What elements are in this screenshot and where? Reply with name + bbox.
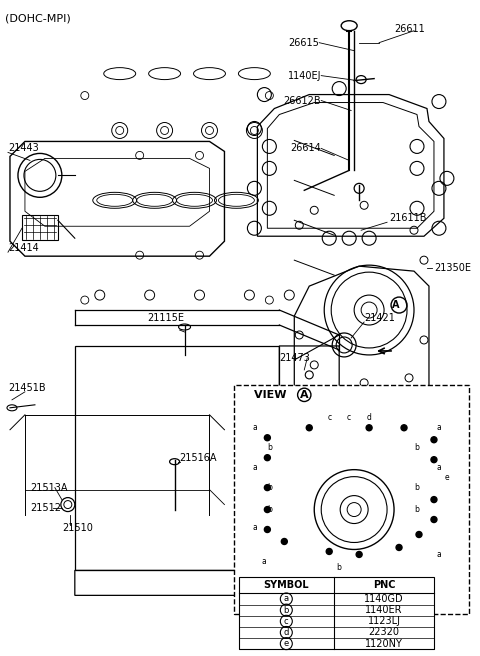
Text: a: a xyxy=(284,594,289,604)
Text: 26612B: 26612B xyxy=(284,96,321,106)
Circle shape xyxy=(366,425,372,431)
Text: A: A xyxy=(300,390,309,400)
Bar xyxy=(22,215,58,240)
Circle shape xyxy=(264,435,270,441)
Text: 1140GD: 1140GD xyxy=(364,594,404,604)
Text: 21350E: 21350E xyxy=(434,263,471,273)
Text: b: b xyxy=(415,483,420,492)
Text: SYMBOL: SYMBOL xyxy=(264,581,309,590)
Circle shape xyxy=(264,506,270,512)
Circle shape xyxy=(264,485,270,491)
Text: a: a xyxy=(437,550,441,559)
Circle shape xyxy=(306,425,312,431)
Text: 22320: 22320 xyxy=(369,628,399,638)
Text: a: a xyxy=(252,523,257,532)
Text: e: e xyxy=(284,639,289,648)
Text: b: b xyxy=(415,505,420,514)
Text: 21473: 21473 xyxy=(279,353,310,363)
Circle shape xyxy=(431,497,437,502)
Text: 1120NY: 1120NY xyxy=(365,639,403,649)
Text: b: b xyxy=(267,483,272,492)
Text: 21510: 21510 xyxy=(62,523,93,533)
Circle shape xyxy=(431,516,437,523)
Text: 21414: 21414 xyxy=(8,243,39,253)
Circle shape xyxy=(356,552,362,558)
Text: b: b xyxy=(337,563,342,572)
Text: 26615: 26615 xyxy=(288,37,319,48)
Text: a: a xyxy=(262,557,267,566)
Circle shape xyxy=(431,437,437,443)
Text: 1140ER: 1140ER xyxy=(365,605,403,615)
Text: 21611B: 21611B xyxy=(389,213,427,223)
Text: 1140EJ: 1140EJ xyxy=(288,71,321,81)
Text: 21516A: 21516A xyxy=(180,453,217,462)
Text: d: d xyxy=(367,413,372,422)
Text: 26611: 26611 xyxy=(394,24,425,33)
Circle shape xyxy=(326,548,332,554)
Circle shape xyxy=(264,527,270,533)
Text: 21421: 21421 xyxy=(364,313,395,323)
Text: a: a xyxy=(437,423,441,432)
Text: VIEW: VIEW xyxy=(254,390,291,400)
Text: b: b xyxy=(267,505,272,514)
Circle shape xyxy=(281,539,288,544)
Text: 21443: 21443 xyxy=(8,144,39,154)
Text: 21115E: 21115E xyxy=(148,313,185,323)
Circle shape xyxy=(264,455,270,461)
Text: a: a xyxy=(437,463,441,472)
Circle shape xyxy=(431,457,437,462)
Text: d: d xyxy=(284,628,289,637)
Text: (DOHC-MPI): (DOHC-MPI) xyxy=(5,14,71,24)
Text: b: b xyxy=(415,443,420,452)
Text: PNC: PNC xyxy=(373,581,396,590)
Text: a: a xyxy=(252,463,257,472)
Text: 1123LJ: 1123LJ xyxy=(368,616,401,626)
Text: c: c xyxy=(327,413,331,422)
Text: A: A xyxy=(392,300,400,310)
Bar xyxy=(240,577,434,649)
Text: 21512: 21512 xyxy=(30,502,61,512)
Text: b: b xyxy=(267,443,272,452)
Text: 26614: 26614 xyxy=(290,144,321,154)
Circle shape xyxy=(396,544,402,550)
Circle shape xyxy=(416,531,422,537)
Text: c: c xyxy=(347,413,351,422)
Text: 21451B: 21451B xyxy=(8,383,46,393)
Text: 21513A: 21513A xyxy=(30,483,67,493)
Circle shape xyxy=(401,425,407,431)
Text: a: a xyxy=(252,423,257,432)
Text: e: e xyxy=(444,473,449,482)
Bar xyxy=(234,385,469,614)
Text: b: b xyxy=(284,605,289,615)
Text: c: c xyxy=(284,617,288,626)
